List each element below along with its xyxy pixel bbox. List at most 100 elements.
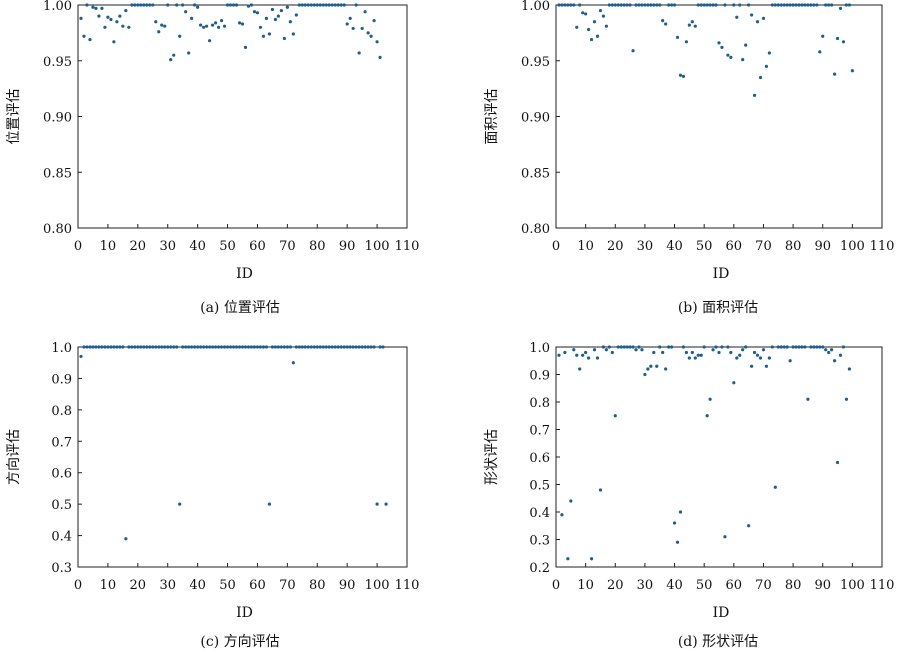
- chart-d-data-point: [827, 350, 831, 355]
- chart-b-plot-frame: [555, 4, 883, 229]
- chart-c-data-point: [121, 345, 125, 349]
- chart-c-y-tick-label: 0.6: [51, 467, 72, 482]
- chart-d-data-point: [720, 345, 724, 349]
- chart-d-y-tick-label: 0.7: [529, 424, 550, 439]
- chart-c-data-point: [133, 345, 137, 349]
- chart-d-caption: (d) 形状评估: [678, 634, 758, 650]
- chart-d-data-point: [815, 345, 819, 349]
- chart-b-data-point: [750, 13, 754, 17]
- chart-a-data-point: [190, 16, 194, 20]
- chart-c-data-point: [288, 345, 292, 349]
- chart-c-data-point: [205, 345, 209, 349]
- chart-d-data-point: [681, 345, 686, 349]
- chart-b-data-point: [604, 24, 608, 28]
- chart-c-y-tick-label: 1.0: [51, 341, 72, 356]
- chart-d-data-point: [788, 359, 792, 363]
- chart-c-data-point: [79, 354, 83, 359]
- chart-c-x-tick-label: 80: [309, 578, 326, 593]
- chart-d-data-point: [661, 350, 665, 355]
- chart-a-data-point: [366, 31, 370, 35]
- chart-a-data-point: [118, 14, 122, 18]
- chart-a-data-point: [199, 23, 203, 27]
- chart-b-y-tick-label: 0.80: [521, 222, 550, 237]
- chart-d-x-tick-label: 40: [666, 578, 683, 593]
- chart-c-data-point: [267, 502, 272, 506]
- chart-b-y-tick-label: 1.00: [521, 0, 550, 14]
- chart-c-x-tick-label: 50: [219, 578, 236, 593]
- chart-d-y-tick-label: 0.4: [529, 506, 550, 521]
- chart-a-data-point: [142, 3, 146, 7]
- chart-c-data-point: [378, 345, 382, 349]
- chart-d-data-point: [634, 348, 638, 352]
- chart-a-data-point: [324, 3, 328, 7]
- chart-a-data-point: [228, 3, 233, 7]
- chart-c-data-point: [103, 345, 107, 349]
- chart-b-data-point: [613, 3, 617, 7]
- chart-a-data-point: [121, 24, 125, 28]
- chart-b-data-point: [770, 3, 774, 7]
- chart-d-y-tick-label: 0.2: [529, 561, 550, 576]
- chart-b-data-point: [687, 23, 691, 27]
- chart-d-data-point: [569, 499, 573, 503]
- chart-d-data-point: [690, 350, 694, 355]
- chart-a-data-point: [234, 3, 239, 7]
- chart-c-data-point: [91, 345, 95, 349]
- chart-a-data-point: [163, 24, 167, 28]
- chart-b-data-point: [755, 20, 760, 24]
- chart-b-data-point: [785, 3, 789, 7]
- chart-c-data-point: [219, 345, 224, 349]
- chart-b-data-point: [622, 3, 626, 7]
- chart-b-x-tick-label: 10: [577, 239, 594, 254]
- chart-d-y-tick-label: 0.5: [529, 479, 550, 494]
- chart-b-data-point: [788, 3, 792, 7]
- chart-c-data-point: [366, 345, 370, 349]
- chart-d-data-point: [847, 367, 852, 371]
- chart-d-y-axis-title: 形状评估: [484, 429, 500, 485]
- chart-a-data-point: [231, 3, 236, 7]
- chart-d-data-point: [764, 364, 769, 368]
- chart-d-data-point: [791, 345, 795, 349]
- chart-c-data-point: [279, 345, 283, 349]
- chart-d-y-tick-label: 0.9: [529, 369, 550, 384]
- chart-a-caption: (a) 位置评估: [200, 300, 280, 316]
- chart-c-data-point: [148, 345, 152, 349]
- chart-d-data-point: [607, 345, 611, 349]
- chart-b-data-point: [720, 45, 724, 49]
- chart-b-data-point: [619, 3, 623, 7]
- chart-a-data-point: [184, 10, 188, 14]
- chart-c-data-point: [360, 345, 364, 349]
- chart-d-data-point: [723, 535, 727, 539]
- chart-c-data-point: [297, 345, 301, 349]
- chart-c-data-point: [210, 345, 215, 349]
- chart-b-data-point: [832, 72, 837, 76]
- chart-d-data-point: [735, 356, 739, 360]
- chart-c-caption: (c) 方向评估: [200, 634, 279, 650]
- chart-d-data-point: [782, 345, 786, 349]
- chart-c-x-axis-title: ID: [236, 605, 253, 621]
- chart-b-data-point: [693, 24, 697, 28]
- chart-a-x-tick-label: 40: [189, 239, 206, 254]
- chart-a-y-tick-label: 1.00: [43, 0, 72, 14]
- chart-d-data-point: [575, 353, 579, 357]
- chart-c-data-point: [88, 345, 92, 349]
- chart-b-data-point: [779, 3, 783, 7]
- chart-b-data-point: [584, 12, 588, 16]
- chart-d-x-tick-label: 90: [814, 578, 831, 593]
- chart-b-data-point: [723, 3, 727, 7]
- chart-d-data-point: [830, 348, 834, 352]
- chart-c-data-point: [112, 345, 116, 349]
- chart-b-data-point: [744, 43, 748, 47]
- chart-c-data-point: [166, 345, 170, 349]
- chart-a-data-point: [288, 20, 292, 24]
- chart-d-data-point: [696, 353, 700, 357]
- chart-c-data-point: [190, 345, 194, 349]
- chart-a-x-tick-label: 60: [249, 239, 266, 254]
- chart-c-data-point: [306, 345, 310, 349]
- chart-c-data-point: [151, 345, 155, 349]
- chart-b-data-point: [809, 3, 813, 7]
- chart-a-x-tick-label: 30: [159, 239, 176, 254]
- chart-d-x-tick-label: 30: [637, 578, 654, 593]
- chart-b-data-point: [661, 19, 665, 23]
- chart-a-plot-frame: [77, 4, 408, 229]
